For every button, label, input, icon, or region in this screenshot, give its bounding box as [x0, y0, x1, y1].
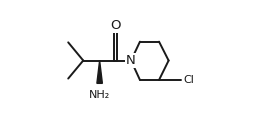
Text: Cl: Cl: [183, 75, 194, 85]
Text: N: N: [126, 54, 136, 67]
Text: NH₂: NH₂: [89, 90, 110, 100]
Text: O: O: [110, 19, 120, 32]
Polygon shape: [97, 61, 102, 83]
